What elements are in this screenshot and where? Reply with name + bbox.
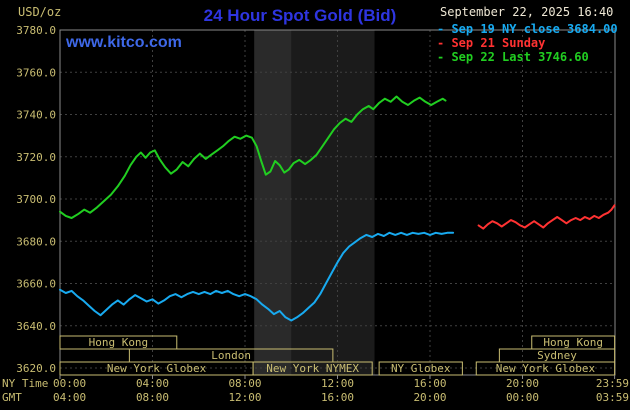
session-label: New York Globex [107,362,207,375]
legend-item-sep22-last: - Sep 22 Last 3746.60 [437,50,589,64]
x-tick-label-ny: 23:59 [596,377,629,390]
y-tick-label: 3620.0 [16,362,56,375]
legend-item-sep21-sunday: - Sep 21 Sunday [437,36,546,50]
session-box [59,335,178,350]
x-tick-label-gmt: 12:00 [228,391,261,404]
datetime-label: September 22, 2025 16:40 [440,5,614,19]
series-sep-21-sunday [477,204,616,230]
y-tick-label: 3780.0 [16,24,56,37]
session-label: New York NYMEX [266,362,359,375]
series-sep-19-ny-close [59,231,455,322]
session-label: NY Globex [391,362,451,375]
legend-item-sep19-close: - Sep 19 NY close 3684.00 [437,22,618,36]
session-label: Hong Kong [543,336,603,349]
session-box [475,361,616,376]
x-tick-label-ny: 04:00 [136,377,169,390]
chart-title: 24 Hour Spot Gold (Bid) [203,6,397,25]
y-tick-label: 3680.0 [16,235,56,248]
session-label: Sydney [537,349,577,362]
session-label: New York Globex [496,362,596,375]
y-tick-label: 3740.0 [16,109,56,122]
x-axis-caption-gmt: GMT [2,391,22,404]
x-tick-label-gmt: 08:00 [136,391,169,404]
series-sep-22-last [59,95,447,219]
y-tick-label: 3660.0 [16,278,56,291]
session-label: London [211,349,251,362]
x-tick-label-ny: 16:00 [413,377,446,390]
legend: - Sep 19 NY close 3684.00 - Sep 21 Sunda… [437,22,618,64]
x-tick-label-ny: 12:00 [321,377,354,390]
x-axis-caption-ny: NY Time [2,377,48,390]
x-tick-label-ny: 00:00 [53,377,86,390]
x-tick-label-gmt: 16:00 [321,391,354,404]
session-box [378,361,463,376]
x-tick-label-ny: 20:00 [506,377,539,390]
y-axis-unit-label: USD/oz [18,5,62,19]
x-tick-label-gmt: 20:00 [413,391,446,404]
kitco-watermark-link[interactable]: www.kitco.com [66,34,182,51]
y-tick-label: 3760.0 [16,66,56,79]
x-tick-label-gmt: 04:00 [53,391,86,404]
session-label: Hong Kong [89,336,149,349]
y-tick-label: 3720.0 [16,151,56,164]
x-tick-label-ny: 08:00 [228,377,261,390]
y-tick-label: 3640.0 [16,320,56,333]
x-tick-label-gmt: 03:59 [596,391,629,404]
session-shading-band [254,30,292,375]
y-tick-label: 3700.0 [16,193,56,206]
x-tick-label-gmt: 00:00 [506,391,539,404]
session-box [252,361,373,376]
